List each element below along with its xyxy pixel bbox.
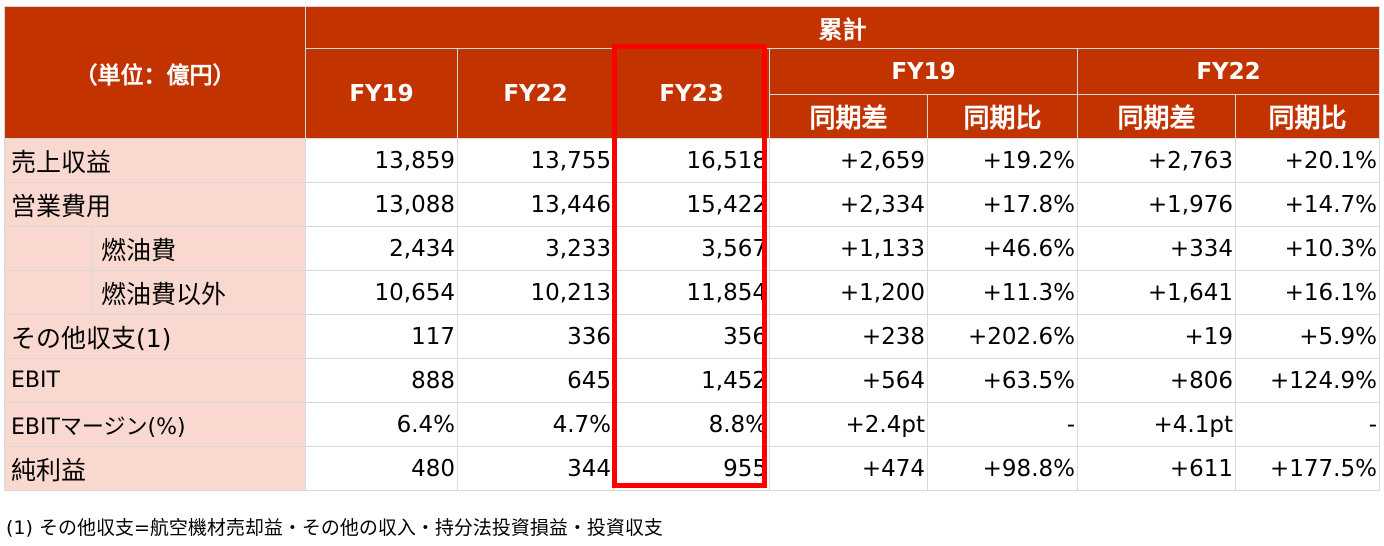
year-header-fy19: FY19 [305,48,458,139]
cell-fy22-diff: +19 [1077,314,1236,359]
cell-fy22-ratio: +20.1% [1235,138,1380,183]
cell-fy22-ratio: +16.1% [1235,270,1380,315]
cell-fy19-diff: +2.4pt [769,402,928,447]
cell-fy22-diff: +1,641 [1077,270,1236,315]
table-row: 燃油費以外 10,654 10,213 11,854 +1,200 +11.3%… [4,270,1380,315]
cell-fy19-ratio: +11.3% [927,270,1078,315]
row-label: 燃油費 [92,226,306,271]
cell-fy19-diff: +564 [769,358,928,403]
cell-fy19-ratio: +19.2% [927,138,1078,183]
cell-fy22: 13,446 [457,182,614,227]
row-label: 純利益 [4,446,306,491]
diff-header-fy19: 同期差 [769,94,928,139]
indent-cell [4,270,93,315]
year-header-fy23: FY23 [613,48,770,139]
cell-fy22: 4.7% [457,402,614,447]
cell-fy23: 8.8% [613,402,770,447]
cell-fy23: 16,518 [613,138,770,183]
cell-fy19-diff: +2,334 [769,182,928,227]
compare-header-fy19: FY19 [769,48,1078,95]
ratio-header-fy19: 同期比 [927,94,1078,139]
cell-fy19-diff: +1,200 [769,270,928,315]
cell-fy19: 13,088 [305,182,458,227]
cell-fy19: 2,434 [305,226,458,271]
cell-fy19-ratio: +17.8% [927,182,1078,227]
row-label: 売上収益 [4,138,306,183]
cell-fy22: 3,233 [457,226,614,271]
cell-fy19-ratio: +98.8% [927,446,1078,491]
table-row: 純利益 480 344 955 +474 +98.8% +611 +177.5% [4,446,1380,491]
cell-fy22-diff: +1,976 [1077,182,1236,227]
diff-header-fy22: 同期差 [1077,94,1236,139]
cell-fy22-ratio: +10.3% [1235,226,1380,271]
cell-fy22: 10,213 [457,270,614,315]
table-row: EBITマージン(%) 6.4% 4.7% 8.8% +2.4pt - +4.1… [4,402,1380,447]
cell-fy22-ratio: +177.5% [1235,446,1380,491]
ratio-header-fy22: 同期比 [1235,94,1380,139]
table-row: 営業費用 13,088 13,446 15,422 +2,334 +17.8% … [4,182,1380,227]
row-label: 燃油費以外 [92,270,306,315]
cell-fy19: 480 [305,446,458,491]
cell-fy22-diff: +806 [1077,358,1236,403]
cell-fy19-ratio: +46.6% [927,226,1078,271]
table-row: 燃油費 2,434 3,233 3,567 +1,133 +46.6% +334… [4,226,1380,271]
table-row: 売上収益 13,859 13,755 16,518 +2,659 +19.2% … [4,138,1380,183]
cell-fy23: 955 [613,446,770,491]
indent-cell [4,226,93,271]
row-label: EBITマージン(%) [4,402,306,447]
cell-fy22-ratio: +14.7% [1235,182,1380,227]
cell-fy22-diff: +611 [1077,446,1236,491]
cell-fy19-diff: +238 [769,314,928,359]
cell-fy22-diff: +334 [1077,226,1236,271]
cell-fy19: 6.4% [305,402,458,447]
cell-fy22-diff: +4.1pt [1077,402,1236,447]
cumulative-header: 累計 [305,6,1380,49]
cell-fy22-ratio: +124.9% [1235,358,1380,403]
cell-fy22-ratio: +5.9% [1235,314,1380,359]
compare-header-fy22: FY22 [1077,48,1380,95]
cell-fy22: 645 [457,358,614,403]
table-row: EBIT 888 645 1,452 +564 +63.5% +806 +124… [4,358,1380,403]
cell-fy19: 117 [305,314,458,359]
row-label: EBIT [4,358,306,403]
row-label: 営業費用 [4,182,306,227]
cell-fy19: 13,859 [305,138,458,183]
cell-fy19-ratio: +202.6% [927,314,1078,359]
cell-fy22: 344 [457,446,614,491]
financial-results-table: （単位：億円） 累計 FY19 FY22 FY23 FY19 FY22 同期差 … [4,6,1380,491]
financial-table-container: （単位：億円） 累計 FY19 FY22 FY23 FY19 FY22 同期差 … [4,6,1380,491]
footnote: (1) その他収支=航空機材売却益・その他の収入・持分法投資損益・投資収支 [6,517,663,539]
cell-fy22: 13,755 [457,138,614,183]
cell-fy19-ratio: +63.5% [927,358,1078,403]
cell-fy23: 11,854 [613,270,770,315]
cell-fy23: 3,567 [613,226,770,271]
cell-fy23: 15,422 [613,182,770,227]
table-row: その他収支(1) 117 336 356 +238 +202.6% +19 +5… [4,314,1380,359]
cell-fy19-ratio: - [927,402,1078,447]
cell-fy22-diff: +2,763 [1077,138,1236,183]
cell-fy23: 356 [613,314,770,359]
cell-fy19-diff: +1,133 [769,226,928,271]
cell-fy23: 1,452 [613,358,770,403]
unit-header: （単位：億円） [4,6,306,139]
cell-fy19: 888 [305,358,458,403]
cell-fy22: 336 [457,314,614,359]
row-label: その他収支(1) [4,314,306,359]
cell-fy19-diff: +2,659 [769,138,928,183]
year-header-fy22: FY22 [457,48,614,139]
cell-fy19-diff: +474 [769,446,928,491]
cell-fy22-ratio: - [1235,402,1380,447]
cell-fy19: 10,654 [305,270,458,315]
